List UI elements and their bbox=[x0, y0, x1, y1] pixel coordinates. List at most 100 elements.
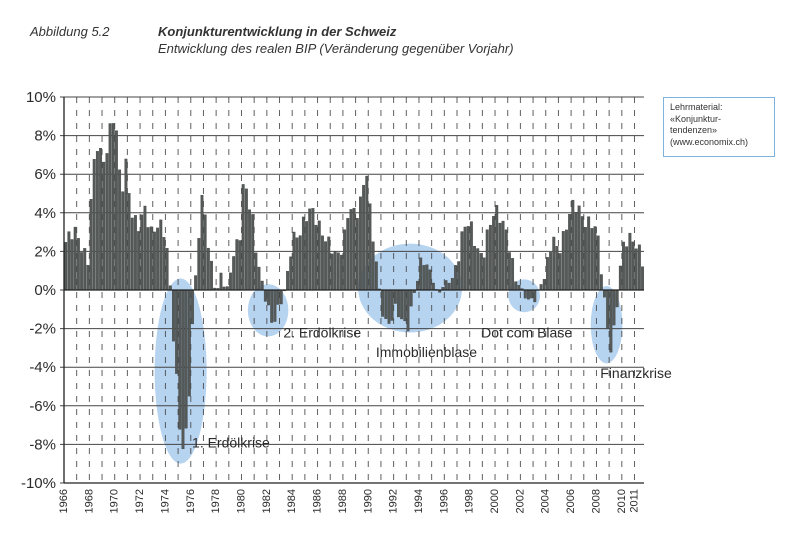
gdp-bar bbox=[507, 252, 511, 291]
gdp-bar bbox=[457, 261, 461, 291]
gdp-bar bbox=[545, 257, 549, 291]
y-tick-label: -10% bbox=[21, 475, 56, 492]
gdp-bar bbox=[419, 257, 423, 291]
gdp-bar bbox=[542, 279, 546, 291]
gdp-bar bbox=[336, 252, 340, 291]
gdp-bar bbox=[263, 289, 267, 302]
figure-title: Konjunkturentwicklung in der Schweiz bbox=[158, 24, 397, 39]
gdp-bar bbox=[393, 289, 397, 304]
gdp-bar bbox=[168, 285, 172, 291]
gdp-bar bbox=[76, 238, 80, 291]
gdp-bar bbox=[175, 289, 179, 374]
annotation-label: 1. Erdölkrise bbox=[192, 434, 270, 450]
gdp-bar bbox=[587, 216, 591, 291]
x-tick-label: 2008 bbox=[590, 489, 602, 513]
gdp-bar bbox=[187, 289, 191, 397]
gdp-bar bbox=[381, 289, 385, 317]
gdp-bar bbox=[447, 282, 451, 291]
gdp-bar bbox=[92, 159, 96, 291]
gdp-bar bbox=[67, 231, 71, 291]
gdp-bar bbox=[603, 289, 606, 298]
source-note-box: Lehrmaterial: «Konjunktur- tendenzen» (w… bbox=[663, 97, 775, 157]
gdp-bar bbox=[359, 196, 362, 291]
gdp-bar bbox=[172, 289, 175, 342]
x-tick-label: 1994 bbox=[413, 489, 425, 513]
gdp-bar bbox=[476, 248, 480, 291]
gdp-bar bbox=[257, 266, 261, 291]
gdp-bar bbox=[232, 256, 236, 291]
gdp-bar bbox=[127, 193, 131, 291]
gdp-bar bbox=[517, 284, 521, 291]
gdp-bar bbox=[251, 214, 255, 291]
gdp-bar bbox=[276, 289, 280, 305]
gdp-bar bbox=[159, 219, 163, 291]
gdp-bar bbox=[80, 252, 83, 291]
x-tick-label: 2000 bbox=[489, 489, 501, 513]
gdp-bar bbox=[580, 216, 584, 291]
gdp-bar bbox=[479, 253, 483, 291]
gdp-bar bbox=[606, 289, 610, 330]
gdp-bar bbox=[191, 289, 194, 325]
gdp-bar bbox=[599, 274, 603, 291]
gdp-bar bbox=[273, 289, 277, 322]
gdp-bar bbox=[339, 254, 343, 291]
x-tick-label: 1990 bbox=[362, 489, 374, 513]
gdp-bar bbox=[574, 211, 578, 291]
gdp-bar bbox=[577, 205, 581, 291]
gdp-bar bbox=[178, 289, 182, 430]
gdp-bar bbox=[210, 260, 213, 291]
gdp-bar bbox=[254, 252, 258, 291]
gdp-bar bbox=[270, 289, 274, 323]
y-tick-label: -6% bbox=[29, 398, 56, 415]
gdp-bar bbox=[89, 199, 93, 291]
gdp-bar bbox=[133, 215, 137, 291]
x-tick-label: 1968 bbox=[83, 489, 95, 513]
x-tick-label: 2011 bbox=[628, 489, 640, 513]
source-note-line: Lehrmaterial: bbox=[670, 102, 723, 112]
gdp-bar bbox=[219, 272, 223, 291]
gdp-bar bbox=[140, 214, 144, 291]
annotation-label: Dot com Blase bbox=[481, 324, 572, 340]
gdp-bar bbox=[593, 226, 597, 291]
y-tick-label: 4% bbox=[34, 205, 56, 222]
gdp-bar bbox=[327, 236, 331, 291]
gdp-bar bbox=[454, 265, 457, 291]
gdp-bar bbox=[83, 248, 87, 291]
gdp-bar bbox=[289, 256, 293, 291]
gdp-bar bbox=[482, 257, 486, 291]
gdp-bar bbox=[111, 123, 115, 291]
gdp-bar bbox=[143, 205, 147, 291]
gdp-bar bbox=[197, 238, 201, 291]
gdp-bar bbox=[450, 277, 454, 291]
gdp-bar bbox=[324, 241, 328, 291]
highlight-ellipse bbox=[358, 243, 463, 333]
gdp-bar bbox=[387, 289, 391, 324]
x-tick-label: 1970 bbox=[109, 489, 121, 513]
gdp-bar bbox=[558, 253, 562, 291]
annotation-label: Finanzkrise bbox=[600, 365, 672, 381]
x-tick-label: 1986 bbox=[312, 489, 324, 513]
gdp-bar bbox=[118, 169, 122, 291]
x-tick-label: 1984 bbox=[286, 489, 298, 513]
gdp-bar bbox=[200, 194, 204, 291]
gdp-bar bbox=[485, 229, 489, 291]
gdp-bar bbox=[301, 216, 305, 291]
figure-subtitle: Entwicklung des realen BIP (Veränderung … bbox=[158, 41, 514, 56]
gdp-bar bbox=[279, 289, 283, 305]
gdp-bar bbox=[298, 235, 302, 291]
y-tick-label: -2% bbox=[29, 321, 56, 338]
gdp-bar bbox=[365, 175, 369, 291]
gdp-bar bbox=[514, 281, 518, 291]
gdp-bar bbox=[267, 289, 270, 306]
gdp-bar bbox=[615, 289, 619, 308]
y-tick-label: -8% bbox=[29, 436, 56, 453]
x-tick-label: 1978 bbox=[210, 489, 222, 513]
gdp-bar bbox=[428, 269, 432, 291]
gdp-bar bbox=[406, 289, 410, 332]
gdp-bar bbox=[374, 261, 378, 291]
y-tick-label: 2% bbox=[34, 243, 56, 260]
y-tick-label: 10% bbox=[26, 89, 56, 106]
gdp-bar bbox=[317, 220, 321, 291]
gdp-bar bbox=[634, 248, 638, 291]
y-tick-label: -4% bbox=[29, 359, 56, 376]
